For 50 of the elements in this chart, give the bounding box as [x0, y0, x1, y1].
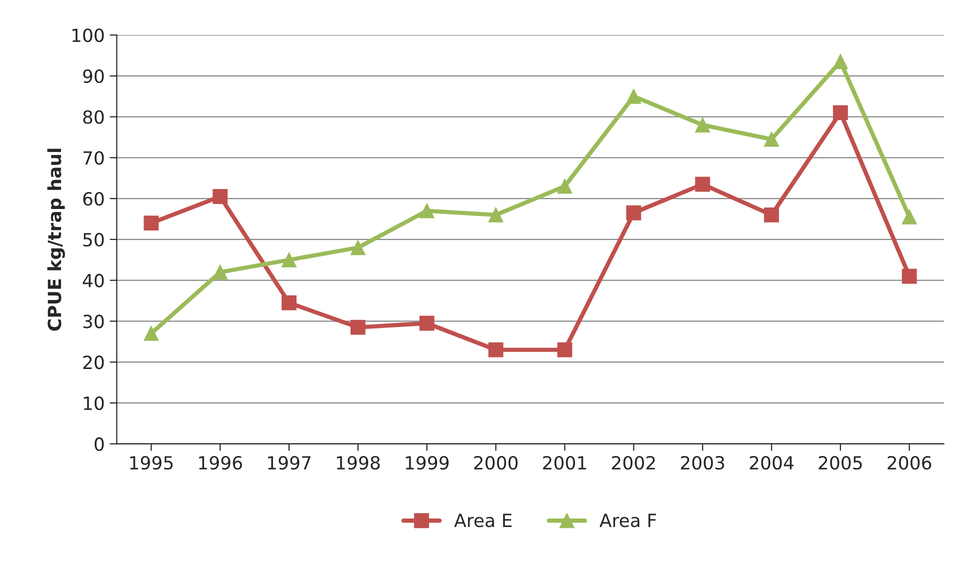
- point: [695, 118, 710, 132]
- point: [764, 132, 779, 147]
- point: [902, 268, 917, 284]
- point: [144, 216, 159, 231]
- point: [557, 342, 572, 358]
- x-tick-label: 2003: [680, 456, 724, 470]
- y-tick-label: 100: [72, 28, 104, 42]
- point: [419, 316, 434, 331]
- y-tick-label: 60: [83, 192, 104, 206]
- x-tick-label: 2000: [474, 456, 518, 470]
- x-tick-label: 2001: [543, 456, 586, 470]
- y-tick-label: 40: [82, 274, 104, 288]
- point: [626, 205, 642, 220]
- x-tick-label: 2006: [888, 456, 932, 470]
- point: [488, 342, 504, 358]
- point: [350, 240, 366, 256]
- point: [764, 207, 779, 222]
- point: [282, 252, 297, 268]
- y-tick-label: 70: [83, 151, 104, 165]
- y-tick-label: 10: [84, 396, 104, 410]
- point: [282, 295, 297, 310]
- x-tick-label: 1999: [406, 456, 449, 470]
- y-axis-title: CPUE kg/trap haul: [47, 148, 65, 331]
- y-tick-label: 50: [83, 232, 104, 247]
- point: [902, 209, 917, 224]
- point: [144, 326, 159, 341]
- point: [832, 105, 848, 120]
- x-tick-label: 1997: [268, 456, 310, 470]
- legend-label: Area E: [454, 514, 512, 528]
- x-tick-label: 2004: [750, 456, 794, 470]
- point: [488, 207, 504, 222]
- y-tick-label: 90: [83, 69, 104, 84]
- point: [557, 178, 572, 194]
- x-tick-label: 2005: [818, 456, 862, 470]
- y-tick-label: 30: [83, 314, 104, 328]
- x-tick-label: 1995: [130, 456, 173, 470]
- point: [212, 189, 228, 204]
- y-tick-label: 0: [94, 437, 104, 451]
- point: [419, 203, 434, 218]
- x-tick-label: 2002: [612, 456, 655, 470]
- y-tick-label: 80: [83, 110, 104, 124]
- point: [212, 264, 228, 280]
- point: [626, 88, 642, 104]
- point: [695, 176, 710, 192]
- point: [350, 320, 366, 335]
- point: [832, 54, 848, 70]
- x-tick-label: 1998: [336, 456, 380, 470]
- legend-label: Area F: [600, 514, 656, 528]
- x-tick-label: 1996: [199, 456, 242, 470]
- y-tick-label: 20: [83, 356, 104, 370]
